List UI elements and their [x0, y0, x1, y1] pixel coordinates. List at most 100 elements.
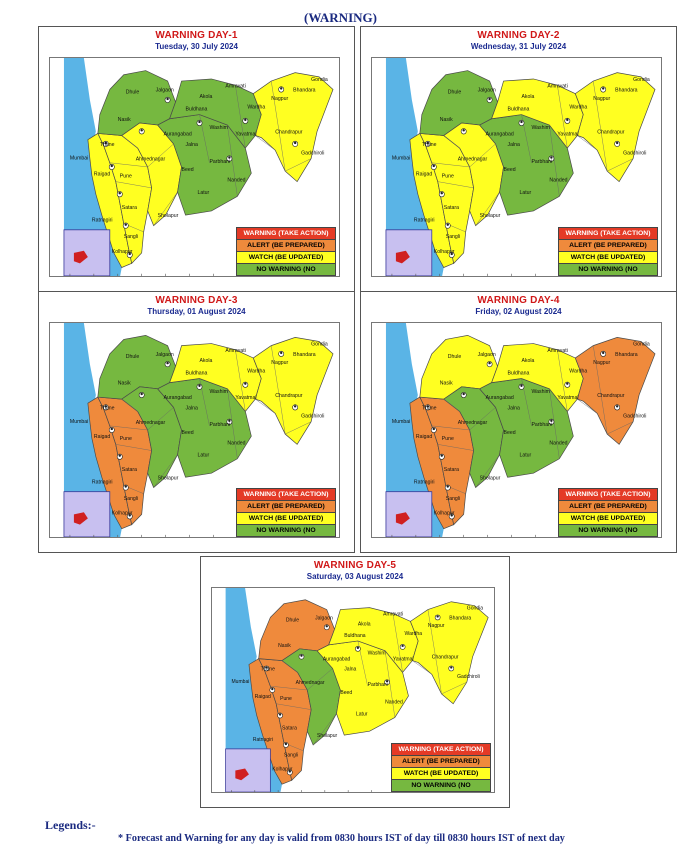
inset-state-marker	[395, 250, 410, 264]
district-label-parbhani: Parbhani	[531, 159, 552, 165]
rainfall-marker-icon	[426, 141, 430, 145]
rainfall-marker-icon	[278, 713, 282, 716]
day-2-panel: WARNING DAY-2 Wednesday, 31 July 2024 Mumb…	[360, 26, 677, 292]
warning-legend: WARNING (TAKE ACTION) ALERT (BE PREPARED)…	[391, 743, 491, 792]
district-label-gadchiroli: Gadchiroli	[623, 414, 646, 420]
district-label-ahmednagar: Ahmednagar	[136, 420, 166, 426]
district-boundary	[235, 349, 246, 412]
district-label-nanded: Nanded	[227, 178, 245, 184]
district-boundary	[577, 398, 598, 414]
inset-map	[63, 229, 111, 276]
district-label-gondia: Gondia	[467, 606, 483, 612]
rainfall-marker-icon	[325, 625, 328, 628]
rainfall-marker-icon	[462, 392, 465, 396]
arabian-sea	[225, 588, 283, 792]
district-boundary	[475, 191, 500, 226]
legend-warning: WARNING (TAKE ACTION)	[392, 744, 490, 756]
district-boundary	[475, 454, 500, 488]
district-label-gondia: Gondia	[633, 342, 650, 348]
district-label-mumbai: Mumbai	[392, 156, 410, 162]
legend-watch: WATCH (BE UPDATED)	[392, 768, 490, 780]
rainfall-marker-icon	[110, 427, 113, 431]
district-boundary	[577, 135, 598, 151]
district-label-chandrapur: Chandrapur	[597, 129, 624, 135]
panel-header: WARNING DAY-2 Wednesday, 31 July 2024	[361, 30, 676, 51]
warning-legend: WARNING (TAKE ACTION) ALERT (BE PREPARED)…	[236, 227, 336, 276]
district-boundary	[443, 135, 460, 149]
district-label-wardha: Wardha	[569, 104, 587, 110]
district-boundary	[392, 613, 403, 673]
district-label-gadchiroli: Gadchiroli	[301, 414, 324, 420]
district-label-jalna: Jalna	[508, 405, 520, 411]
district-label-akola: Akola	[358, 621, 371, 627]
district-boundary	[255, 135, 276, 151]
panel-header: WARNING DAY-4 Friday, 02 August 2024	[361, 295, 676, 316]
legend-alert: ALERT (BE PREPARED)	[392, 756, 490, 768]
district-label-amravati: Amravati	[225, 83, 245, 89]
district-boundary	[469, 407, 496, 431]
district-label-dhule: Dhule	[448, 354, 462, 360]
district-label-mumbai: Mumbai	[392, 419, 410, 425]
district-label-solapur: Sholapur	[158, 213, 179, 219]
district-label-washim: Washim	[209, 389, 228, 395]
rainfall-marker-icon	[436, 615, 439, 618]
district-label-nagpur: Nagpur	[593, 96, 610, 102]
district-label-raigad: Raigad	[94, 171, 110, 177]
rainfall-marker-icon	[550, 419, 553, 422]
district-label-latur: Latur	[519, 453, 531, 459]
page-title: (WARNING)	[304, 10, 377, 25]
district-label-mumbai: Mumbai	[231, 679, 249, 685]
district-label-chandrapur: Chandrapur	[275, 129, 302, 135]
district-label-parbhani: Parbhani	[209, 422, 230, 428]
panel-title: WARNING DAY-2	[477, 30, 560, 41]
district-label-washim: Washim	[531, 389, 550, 395]
legend-warning: WARNING (TAKE ACTION)	[237, 489, 335, 501]
maharashtra-map-svg: Mumbai Thane Raigad Pune Satara Ratnagiri Sang…	[385, 58, 656, 276]
district-label-amravati: Amravati	[547, 83, 567, 89]
legend-no-warning: NO WARNING (NO	[559, 525, 657, 536]
district-label-ratnagiri: Ratnagiri	[92, 479, 113, 485]
district-boundary	[285, 158, 312, 172]
rainfall-marker-icon	[244, 118, 247, 122]
district-label-aurangabad: Aurangabad	[486, 131, 514, 137]
district-label-latur: Latur	[197, 453, 209, 459]
district-boundary	[441, 681, 467, 695]
inset-map	[225, 748, 271, 792]
district-label-sangli: Sangli	[446, 234, 460, 240]
legend-no-warning: NO WARNING (NO	[237, 525, 335, 536]
district-label-satara: Satara	[122, 467, 137, 473]
district-label-ahmednagar: Ahmednagar	[296, 680, 325, 686]
rainfall-marker-icon	[228, 156, 231, 159]
rainfall-marker-icon	[401, 644, 404, 648]
district-label-raigad: Raigad	[94, 434, 110, 440]
district-label-solapur: Sholapur	[480, 213, 501, 219]
legend-no-warning: NO WARNING (NO	[559, 264, 657, 275]
rainfall-marker-icon	[566, 118, 569, 122]
district-label-gadchiroli: Gadchiroli	[623, 150, 646, 156]
warning-map: Mumbai Thane Raigad Pune Satara Ratnagiri Sang…	[49, 57, 340, 277]
district-label-mumbai: Mumbai	[70, 156, 88, 162]
rainfall-marker-icon	[198, 384, 201, 387]
district-boundary	[384, 650, 396, 718]
district-label-beed: Beed	[182, 430, 194, 436]
inset-state-marker	[73, 250, 88, 264]
district-label-jalna: Jalna	[508, 142, 520, 148]
district-label-bhandara: Bhandara	[293, 352, 315, 358]
rainfall-marker-icon	[104, 141, 108, 145]
rainfall-marker-icon	[550, 156, 553, 159]
maharashtra-map-svg: Mumbai Thane Raigad Pune Satara Ratnagiri Sang…	[63, 58, 334, 276]
district-boundary	[115, 181, 152, 189]
panel-date: Friday, 02 August 2024	[475, 307, 562, 316]
warning-map: Mumbai Thane Raigad Pune Satara Ratnagiri Sang…	[371, 322, 662, 538]
legend-alert: ALERT (BE PREPARED)	[237, 501, 335, 513]
legends-heading: Legends:-	[45, 818, 96, 832]
district-label-buldhana: Buldhana	[508, 370, 530, 376]
district-label-nashik: Nasik	[278, 643, 291, 649]
rainfall-marker-icon	[166, 361, 169, 365]
rainfall-marker-icon	[110, 164, 113, 168]
district-label-sangli: Sangli	[124, 234, 138, 240]
district-label-ahmednagar: Ahmednagar	[458, 420, 488, 426]
district-label-yavatmal: Yavatmal	[393, 657, 414, 663]
rainfall-marker-icon	[462, 129, 465, 132]
rainfall-marker-icon	[118, 191, 121, 195]
